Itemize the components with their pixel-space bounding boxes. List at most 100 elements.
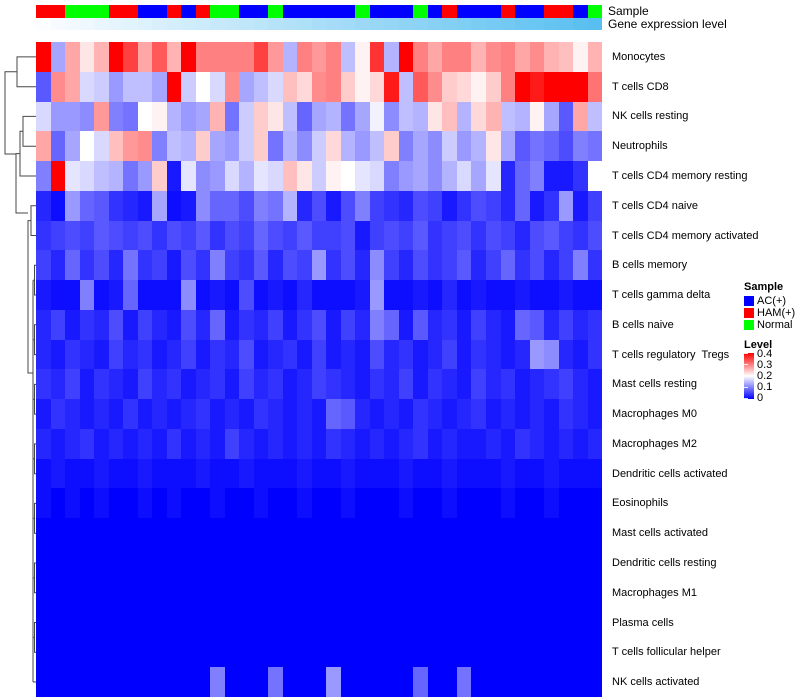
heatmap-cell xyxy=(224,131,240,162)
heatmap-cell xyxy=(529,428,545,459)
heatmap-cell xyxy=(65,607,80,638)
heatmap-cell xyxy=(573,131,588,162)
heatmap-cell xyxy=(195,369,211,400)
heatmap-cell xyxy=(253,339,269,370)
heatmap-cell xyxy=(239,637,254,668)
heatmap-cell xyxy=(485,71,501,102)
heatmap-cell xyxy=(36,220,51,251)
heatmap-cell xyxy=(239,667,254,697)
heatmap-cell xyxy=(398,42,414,72)
heatmap-cell xyxy=(79,577,95,608)
heatmap-cell xyxy=(65,667,80,697)
heatmap-cell xyxy=(471,488,486,519)
level-colorbar xyxy=(744,353,754,399)
heatmap-cell xyxy=(253,428,269,459)
heatmap-cell xyxy=(398,458,414,489)
gene-expression-cell xyxy=(398,18,414,30)
heatmap-cell xyxy=(137,42,153,72)
heatmap-cell xyxy=(587,42,603,72)
heatmap-cell xyxy=(471,220,486,251)
heatmap-cell xyxy=(558,488,574,519)
gene-expression-cell xyxy=(239,18,254,30)
heatmap-cell xyxy=(369,161,385,191)
heatmap-cell xyxy=(500,667,516,697)
heatmap-cell xyxy=(369,548,385,578)
heatmap-cell xyxy=(413,250,428,281)
heatmap-row xyxy=(36,220,603,251)
heatmap-cell xyxy=(297,101,312,132)
heatmap-cell xyxy=(152,250,167,281)
heatmap-cell xyxy=(355,458,370,489)
heatmap-row xyxy=(36,458,603,489)
sample-annotation-cell xyxy=(544,5,559,18)
heatmap-cell xyxy=(326,280,341,310)
heatmap-cell xyxy=(398,280,414,310)
colorbar-tick-label: 0.4 xyxy=(757,348,773,360)
heatmap-cell xyxy=(573,488,588,519)
heatmap-cell xyxy=(282,161,298,191)
row-label: T cells CD4 naive xyxy=(612,200,698,212)
heatmap-cell xyxy=(515,131,530,162)
heatmap-cell xyxy=(326,42,341,72)
heatmap-cell xyxy=(94,42,109,72)
sample-annotation-cell xyxy=(369,5,385,18)
heatmap-cell xyxy=(384,280,399,310)
heatmap-row xyxy=(36,637,603,668)
heatmap-cell xyxy=(442,667,457,697)
heatmap-cell xyxy=(210,637,225,668)
heatmap-cell xyxy=(210,577,225,608)
heatmap-cell xyxy=(195,577,211,608)
heatmap-cell xyxy=(558,607,574,638)
heatmap-cell xyxy=(108,309,124,340)
sample-annotation-cell xyxy=(311,5,327,18)
heatmap-cell xyxy=(166,101,182,132)
heatmap-cell xyxy=(210,607,225,638)
heatmap-cell xyxy=(413,71,428,102)
row-label: T cells follicular helper xyxy=(612,646,721,658)
heatmap-cell xyxy=(413,280,428,310)
heatmap-cell xyxy=(195,339,211,370)
heatmap-cell xyxy=(166,309,182,340)
gene-expression-cell xyxy=(253,18,269,30)
heatmap-cell xyxy=(166,428,182,459)
heatmap-cell xyxy=(268,309,283,340)
heatmap-cell xyxy=(587,131,603,162)
heatmap-cell xyxy=(558,548,574,578)
heatmap-cell xyxy=(369,667,385,697)
heatmap-cell xyxy=(123,280,138,310)
heatmap-cell xyxy=(369,607,385,638)
heatmap-cell xyxy=(369,220,385,251)
heatmap-cell xyxy=(456,220,472,251)
heatmap-cell xyxy=(50,101,66,132)
heatmap-cell xyxy=(558,101,574,132)
heatmap-cell xyxy=(485,607,501,638)
heatmap-cell xyxy=(297,607,312,638)
heatmap-cell xyxy=(108,399,124,429)
heatmap-cell xyxy=(515,518,530,549)
heatmap-cell xyxy=(152,428,167,459)
heatmap-cell xyxy=(181,42,196,72)
heatmap-cell xyxy=(384,161,399,191)
heatmap-cell xyxy=(253,607,269,638)
heatmap-cell xyxy=(573,369,588,400)
gene-expression-cell xyxy=(515,18,530,30)
heatmap-cell xyxy=(137,280,153,310)
heatmap-cell xyxy=(195,131,211,162)
heatmap-cell xyxy=(529,71,545,102)
heatmap-cell xyxy=(65,220,80,251)
heatmap-cell xyxy=(282,42,298,72)
heatmap-cell xyxy=(456,399,472,429)
heatmap-cell xyxy=(123,458,138,489)
heatmap-cell xyxy=(485,280,501,310)
heatmap-cell xyxy=(311,131,327,162)
sample-annotation-cell xyxy=(108,5,124,18)
heatmap-cell xyxy=(137,71,153,102)
heatmap-cell xyxy=(79,42,95,72)
gene-expression-cell xyxy=(65,18,80,30)
heatmap-cell xyxy=(326,399,341,429)
heatmap-cell xyxy=(268,577,283,608)
heatmap-cell xyxy=(210,488,225,519)
heatmap-cell xyxy=(442,42,457,72)
heatmap-cell xyxy=(137,161,153,191)
heatmap-cell xyxy=(529,250,545,281)
